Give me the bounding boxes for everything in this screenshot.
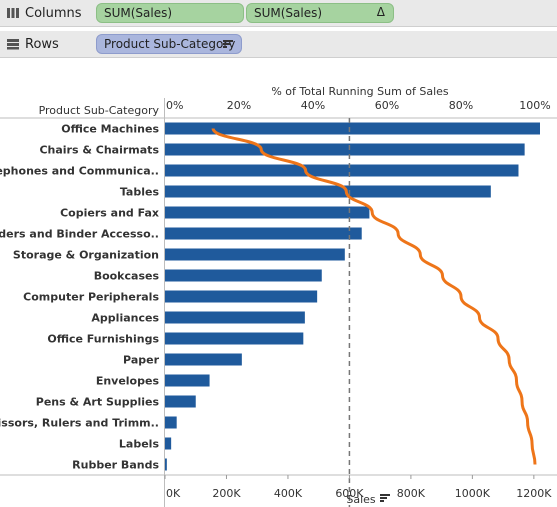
cumulative-percent-line: [211, 127, 537, 465]
bar[interactable]: [165, 185, 491, 198]
category-label: Office Furnishings: [47, 333, 159, 346]
bars: [165, 122, 540, 471]
bar[interactable]: [165, 458, 167, 471]
category-label: Copiers and Fax: [60, 207, 159, 220]
category-label: Rubber Bands: [72, 459, 159, 472]
category-label: Envelopes: [96, 375, 160, 388]
bar[interactable]: [165, 143, 525, 156]
category-label: Binders and Binder Accesso..: [0, 228, 159, 241]
delta-icon: Δ: [376, 5, 385, 19]
category-label: Appliances: [91, 312, 159, 325]
category-label: Pens & Art Supplies: [36, 396, 160, 409]
top-tick-label: 40%: [301, 99, 325, 112]
top-tick-label: 100%: [519, 99, 550, 112]
category-label: Tables: [120, 186, 160, 199]
bar[interactable]: [165, 290, 318, 303]
bottom-tick-label: 800K: [397, 487, 426, 500]
rows-shelf-label: Rows: [0, 31, 92, 57]
sort-descending-icon: [380, 494, 390, 502]
columns-icon: [6, 7, 20, 19]
category-label: Storage & Organization: [13, 249, 159, 262]
columns-shelf: Columns SUM(Sales) SUM(Sales) Δ: [0, 0, 557, 27]
bar[interactable]: [165, 353, 242, 366]
columns-pill-sales-1[interactable]: SUM(Sales): [96, 3, 244, 23]
category-label: Chairs & Chairmats: [39, 144, 159, 157]
rows-pill-label: Product Sub-Category: [104, 37, 236, 51]
bottom-tick-label: 600K: [335, 487, 364, 500]
category-label: Bookcases: [94, 270, 160, 283]
rows-icon: [6, 38, 20, 50]
top-tick-label: 20%: [227, 99, 251, 112]
bottom-tick-label: 1000K: [455, 487, 491, 500]
columns-label: Columns: [25, 5, 82, 21]
columns-shelf-label: Columns: [0, 0, 92, 26]
bar[interactable]: [165, 122, 540, 135]
category-label: Telephones and Communica..: [0, 165, 159, 178]
bar[interactable]: [165, 437, 172, 450]
chart-rows: Office Machines Chairs & Chairmats Telepho…: [0, 98, 557, 507]
columns-pill-sales-2[interactable]: SUM(Sales) Δ: [246, 3, 394, 23]
bottom-axis-ticks: 0K 200K 400K 600K 800K 1000K 1200K: [164, 475, 552, 500]
bar[interactable]: [165, 395, 196, 408]
bar[interactable]: [165, 227, 362, 240]
category-label: Paper: [123, 354, 160, 367]
columns-pill-label: SUM(Sales): [104, 6, 173, 20]
rows-pill-sub-category[interactable]: Product Sub-Category: [96, 34, 242, 54]
bottom-axis-title: Sales: [346, 493, 376, 506]
bar[interactable]: [165, 164, 519, 177]
pareto-chart: % of Total Running Sum of Sales Product …: [0, 85, 557, 507]
category-label: Computer Peripherals: [23, 291, 159, 304]
category-label: Office Machines: [61, 123, 159, 136]
bar[interactable]: [165, 311, 305, 324]
sort-descending-icon: [223, 40, 233, 49]
rows-label: Rows: [25, 36, 59, 52]
columns-pill-label: SUM(Sales): [254, 6, 323, 20]
rows-shelf: Rows Product Sub-Category: [0, 31, 557, 58]
category-label: Labels: [119, 438, 160, 451]
top-axis-ticks: 0% 20% 40% 60% 80% 100%: [166, 99, 551, 112]
bottom-tick-label: 400K: [274, 487, 303, 500]
bottom-tick-label: 0K: [166, 487, 181, 500]
bottom-tick-label: 200K: [212, 487, 241, 500]
top-tick-label: 80%: [449, 99, 473, 112]
category-label: Scissors, Rulers and Trimm..: [0, 417, 159, 430]
bar[interactable]: [165, 332, 304, 345]
top-axis-title: % of Total Running Sum of Sales: [271, 85, 449, 98]
bar[interactable]: [165, 206, 370, 219]
top-tick-label: 60%: [375, 99, 399, 112]
bar[interactable]: [165, 248, 345, 261]
top-tick-label: 0%: [166, 99, 183, 112]
row-header: Product Sub-Category: [39, 104, 160, 117]
bottom-tick-label: 1200K: [516, 487, 552, 500]
bar[interactable]: [165, 374, 210, 387]
bar[interactable]: [165, 269, 322, 282]
bar[interactable]: [165, 416, 177, 429]
